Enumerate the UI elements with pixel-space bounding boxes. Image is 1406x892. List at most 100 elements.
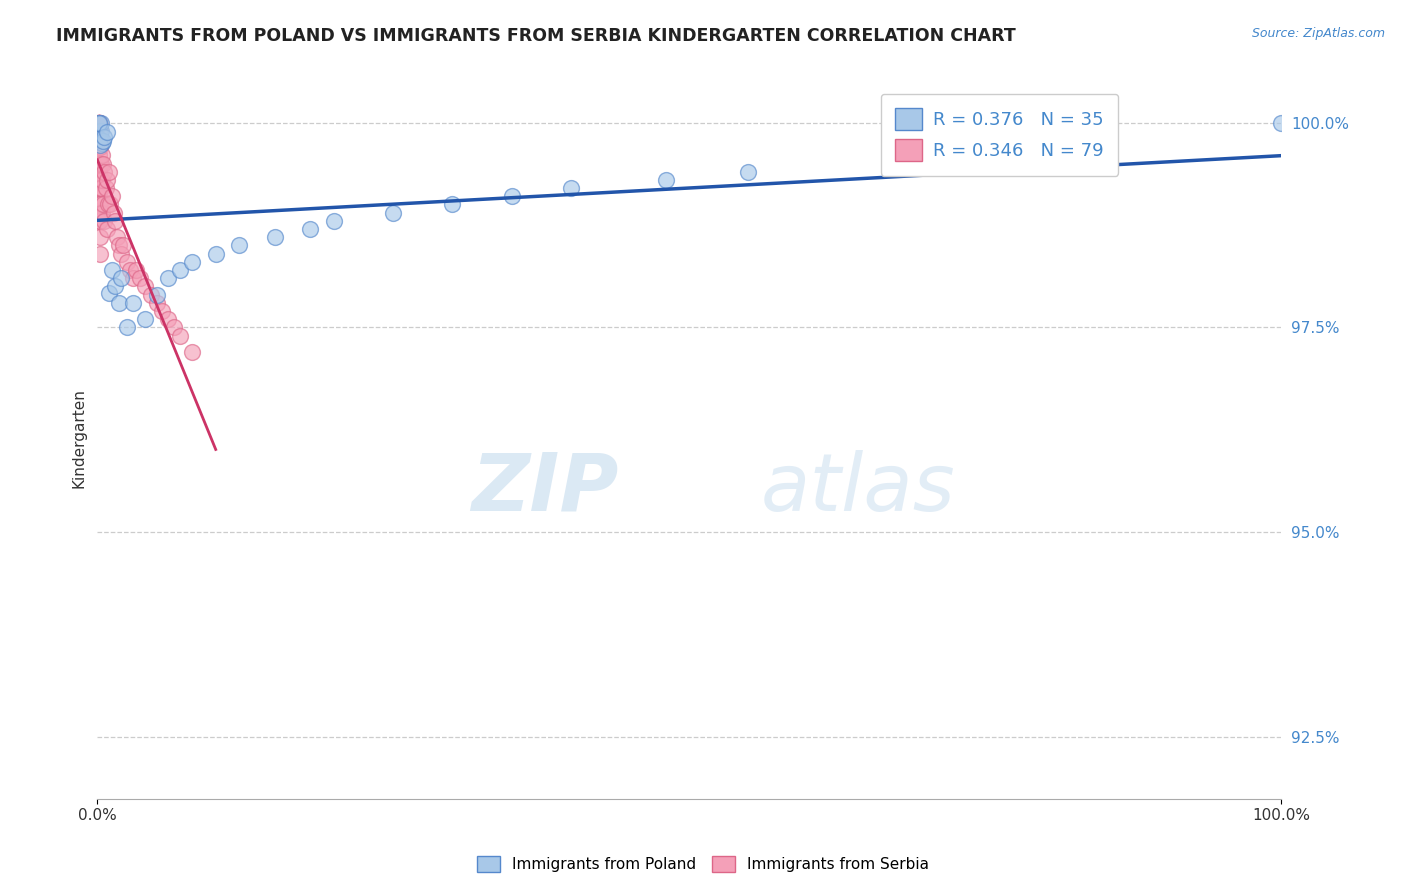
- Point: [87, 140, 110, 154]
- Point: [94, 181, 117, 195]
- Point: [145, 296, 167, 310]
- Point: [91, 156, 114, 170]
- Point: [87, 214, 110, 228]
- Point: [100, 263, 122, 277]
- Point: [87, 115, 110, 129]
- Point: [110, 246, 132, 260]
- Point: [91, 205, 114, 219]
- Point: [91, 148, 114, 162]
- Point: [90, 156, 112, 170]
- Point: [87, 132, 110, 146]
- Legend: Immigrants from Poland, Immigrants from Serbia: Immigrants from Poland, Immigrants from …: [470, 848, 936, 880]
- Point: [87, 156, 110, 170]
- Point: [87, 115, 110, 129]
- Point: [560, 181, 582, 195]
- Point: [181, 345, 204, 359]
- Point: [87, 115, 110, 129]
- Point: [121, 271, 143, 285]
- Point: [87, 140, 110, 154]
- Point: [264, 230, 287, 244]
- Point: [737, 164, 759, 178]
- Point: [134, 312, 156, 326]
- Point: [90, 115, 112, 129]
- Point: [89, 173, 111, 187]
- Point: [87, 132, 110, 146]
- Point: [93, 214, 115, 228]
- Point: [97, 197, 120, 211]
- Point: [87, 115, 110, 129]
- Point: [89, 230, 111, 244]
- Point: [121, 296, 143, 310]
- Point: [87, 115, 110, 129]
- Point: [87, 115, 110, 129]
- Point: [91, 134, 114, 148]
- Point: [107, 296, 129, 310]
- Y-axis label: Kindergarten: Kindergarten: [72, 388, 86, 488]
- Point: [157, 312, 180, 326]
- Text: Source: ZipAtlas.com: Source: ZipAtlas.com: [1251, 27, 1385, 40]
- Point: [87, 173, 110, 187]
- Legend: R = 0.376   N = 35, R = 0.346   N = 79: R = 0.376 N = 35, R = 0.346 N = 79: [880, 94, 1118, 176]
- Point: [89, 128, 111, 142]
- Text: ZIP: ZIP: [471, 450, 619, 527]
- Point: [87, 115, 110, 129]
- Point: [89, 140, 111, 154]
- Point: [104, 214, 127, 228]
- Point: [87, 115, 110, 129]
- Text: IMMIGRANTS FROM POLAND VS IMMIGRANTS FROM SERBIA KINDERGARTEN CORRELATION CHART: IMMIGRANTS FROM POLAND VS IMMIGRANTS FRO…: [56, 27, 1017, 45]
- Point: [441, 197, 464, 211]
- Point: [115, 255, 138, 269]
- Point: [93, 130, 115, 145]
- Point: [98, 285, 121, 300]
- Point: [104, 279, 127, 293]
- Point: [501, 189, 523, 203]
- Point: [90, 124, 112, 138]
- Point: [87, 205, 110, 219]
- Point: [89, 138, 111, 153]
- Point: [87, 124, 110, 138]
- Point: [100, 189, 122, 203]
- Point: [87, 197, 110, 211]
- Point: [1270, 115, 1292, 129]
- Point: [139, 287, 162, 301]
- Point: [87, 132, 110, 146]
- Point: [89, 124, 111, 138]
- Point: [125, 263, 148, 277]
- Point: [134, 279, 156, 293]
- Text: atlas: atlas: [761, 450, 955, 527]
- Point: [96, 173, 118, 187]
- Point: [299, 222, 322, 236]
- Point: [115, 320, 138, 334]
- Point: [87, 115, 110, 129]
- Point: [87, 124, 110, 138]
- Point: [98, 164, 121, 178]
- Point: [90, 132, 112, 146]
- Point: [91, 136, 114, 150]
- Point: [107, 230, 129, 244]
- Point: [112, 238, 135, 252]
- Point: [110, 271, 132, 285]
- Point: [96, 125, 118, 139]
- Point: [87, 115, 110, 129]
- Point: [87, 164, 110, 178]
- Point: [87, 115, 110, 129]
- Point: [323, 214, 346, 228]
- Point: [89, 214, 111, 228]
- Point: [93, 164, 115, 178]
- Point: [87, 115, 110, 129]
- Point: [87, 148, 110, 162]
- Point: [169, 328, 191, 343]
- Point: [87, 124, 110, 138]
- Point: [87, 124, 110, 138]
- Point: [90, 205, 112, 219]
- Point: [89, 246, 111, 260]
- Point: [228, 238, 250, 252]
- Point: [169, 263, 191, 277]
- Point: [181, 255, 204, 269]
- Point: [87, 181, 110, 195]
- Point: [107, 238, 129, 252]
- Point: [87, 189, 110, 203]
- Point: [87, 132, 110, 146]
- Point: [204, 246, 226, 260]
- Point: [103, 205, 125, 219]
